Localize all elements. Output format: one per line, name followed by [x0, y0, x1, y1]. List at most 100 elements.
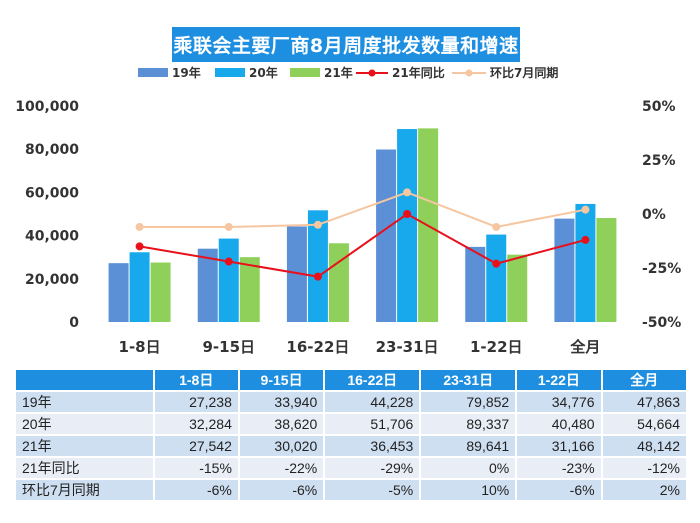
legend: 19年 20年 21年 21年同比 环比7月同期 [138, 65, 558, 80]
line-point [224, 257, 233, 266]
table-header-cell: 23-31日 [421, 370, 516, 390]
table-cell: 10% [421, 480, 516, 500]
table-cell: 27,238 [154, 392, 238, 412]
series-line [139, 191, 586, 228]
bar [129, 252, 150, 322]
bar [197, 248, 218, 322]
bar [376, 149, 397, 322]
chart-area: 19年 20年 21年 21年同比 环比7月同期 100,000 80,000 60… [15, 65, 681, 356]
x-tick-label: 16-22日 [286, 338, 349, 356]
table-cell: 47,863 [602, 392, 686, 412]
table-row-label: 19年 [16, 392, 153, 412]
table-cell: -23% [517, 458, 601, 478]
table-cell: -6% [517, 480, 601, 500]
table-cell: 44,228 [325, 392, 420, 412]
table-cell: 54,664 [602, 414, 686, 434]
bar [554, 218, 575, 322]
table-row-label: 21年 [16, 436, 153, 456]
table-header-cell: 1-8日 [154, 370, 238, 390]
table-header-row: 1-8日 9-15日 16-22日 23-31日 1-22日 全月 [16, 370, 686, 390]
y2-tick-label: -50% [642, 315, 681, 331]
y2-tick-label: 0% [642, 207, 666, 223]
table-row: 21年同比 -15% -22% -29% 0% -23% -12% [16, 458, 686, 478]
table-row: 环比7月同期 -6% -6% -5% 10% -6% 2% [16, 480, 686, 500]
table-cell: 89,641 [421, 436, 516, 456]
line-point [313, 272, 322, 281]
bar [328, 243, 349, 322]
line-point [135, 222, 144, 231]
bar [286, 226, 307, 322]
table-cell: -5% [325, 480, 420, 500]
table-cell: 30,020 [239, 436, 324, 456]
legend-label-20: 20年 [249, 65, 278, 80]
table-cell: -29% [325, 458, 420, 478]
line-point [224, 222, 233, 231]
bar [150, 262, 171, 322]
legend-label-mom: 环比7月同期 [490, 65, 558, 80]
y-tick-label: 80,000 [25, 142, 79, 158]
bar [575, 203, 596, 322]
y-axis-right: 50% 25% 0% -25% -50% [642, 99, 681, 331]
table-cell: -6% [154, 480, 238, 500]
legend-label-yoy: 21年同比 [392, 65, 445, 80]
bar [465, 246, 486, 322]
bar [108, 263, 129, 322]
y-axis-left: 100,000 80,000 60,000 40,000 20,000 0 [15, 99, 79, 331]
table-header-cell: 16-22日 [325, 370, 420, 390]
y-tick-label: 100,000 [15, 99, 79, 115]
line-point [403, 188, 412, 197]
bar [596, 218, 617, 322]
y2-tick-label: 25% [642, 153, 676, 169]
table-cell: 33,940 [239, 392, 324, 412]
line-point [492, 259, 501, 268]
line-point [581, 205, 590, 214]
table-cell: 38,620 [239, 414, 324, 434]
lines [135, 188, 590, 281]
bars [108, 128, 617, 322]
table-row-label: 20年 [16, 414, 153, 434]
x-axis: 1-8日 9-15日 16-22日 23-31日 1-22日 全月 [119, 338, 601, 356]
legend-marker-yoy [368, 69, 376, 77]
y2-tick-label: -25% [642, 261, 681, 277]
table-corner [16, 370, 153, 390]
table-cell: 48,142 [602, 436, 686, 456]
line-point [581, 235, 590, 244]
table-cell: 2% [602, 480, 686, 500]
table-cell: -6% [239, 480, 324, 500]
bar [307, 210, 328, 322]
line-point [403, 210, 412, 218]
table-cell: -15% [154, 458, 238, 478]
table-cell: 32,284 [154, 414, 238, 434]
table-row-label: 21年同比 [16, 458, 153, 478]
line-point [135, 242, 144, 251]
x-tick-label: 1-22日 [470, 338, 523, 356]
bar [486, 234, 507, 322]
x-tick-label: 23-31日 [376, 338, 439, 356]
table-cell: 34,776 [517, 392, 601, 412]
table-cell: 27,542 [154, 436, 238, 456]
table-row-label: 环比7月同期 [16, 480, 153, 500]
line-point [313, 220, 322, 229]
legend-swatch-20 [215, 68, 245, 77]
y-tick-label: 60,000 [25, 185, 79, 201]
legend-label-21: 21年 [324, 65, 353, 80]
bar [239, 257, 260, 322]
y2-tick-label: 50% [642, 99, 676, 115]
table-cell: 31,166 [517, 436, 601, 456]
table-header-cell: 全月 [602, 370, 686, 390]
table-cell: 51,706 [325, 414, 420, 434]
bar [397, 129, 418, 322]
table-header-cell: 1-22日 [517, 370, 601, 390]
table-cell: -12% [602, 458, 686, 478]
y-tick-label: 20,000 [25, 272, 79, 288]
x-tick-label: 全月 [569, 338, 600, 356]
bar [507, 254, 528, 322]
table-cell: -22% [239, 458, 324, 478]
table-cell: 40,480 [517, 414, 601, 434]
table-row: 20年 32,284 38,620 51,706 89,337 40,480 54,664 [16, 414, 686, 434]
table-cell: 89,337 [421, 414, 516, 434]
line-point [492, 222, 501, 231]
table-row: 21年 27,542 30,020 36,453 89,641 31,166 48,142 [16, 436, 686, 456]
legend-swatch-21 [290, 68, 320, 77]
bar [218, 238, 239, 322]
